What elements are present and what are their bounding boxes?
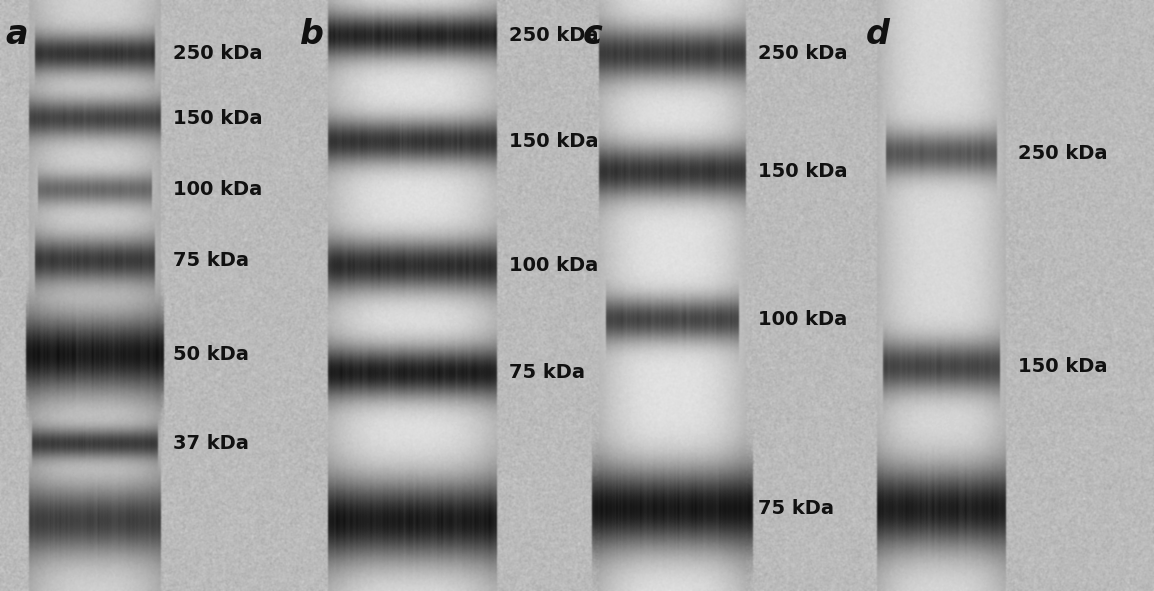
Text: b: b	[300, 18, 324, 51]
Text: 100 kDa: 100 kDa	[173, 180, 263, 199]
Text: 250 kDa: 250 kDa	[509, 26, 599, 45]
Text: 150 kDa: 150 kDa	[509, 132, 599, 151]
Text: 100 kDa: 100 kDa	[758, 310, 847, 329]
Text: 150 kDa: 150 kDa	[758, 162, 848, 181]
Text: d: d	[866, 18, 890, 51]
Text: 150 kDa: 150 kDa	[173, 109, 263, 128]
Text: a: a	[6, 18, 28, 51]
Text: 150 kDa: 150 kDa	[1019, 357, 1108, 376]
Text: 50 kDa: 50 kDa	[173, 345, 249, 364]
Text: 75 kDa: 75 kDa	[509, 363, 585, 382]
Text: c: c	[583, 18, 602, 51]
Text: 75 kDa: 75 kDa	[173, 251, 249, 269]
Text: 75 kDa: 75 kDa	[758, 499, 834, 518]
Text: 250 kDa: 250 kDa	[1019, 144, 1108, 163]
Text: 100 kDa: 100 kDa	[509, 256, 599, 275]
Text: 250 kDa: 250 kDa	[173, 44, 263, 63]
Text: 37 kDa: 37 kDa	[173, 434, 249, 453]
Text: 250 kDa: 250 kDa	[758, 44, 848, 63]
